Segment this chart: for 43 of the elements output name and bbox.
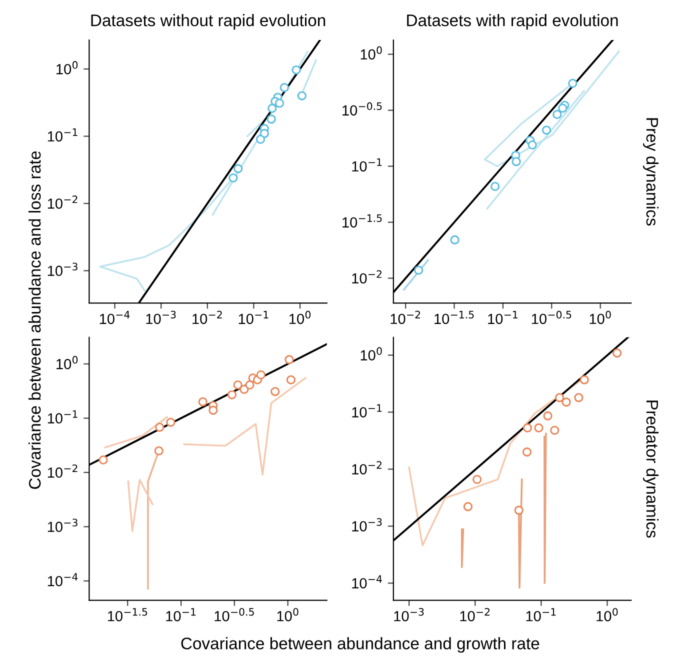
y-tick-label: 10$^{−1}$ [352,158,382,172]
x-tick-label: 10$^{−2}$ [460,608,490,622]
y-tick-label: 10$^{0}$ [360,347,382,360]
x-tick-label: 10$^{−0.5}$ [532,310,572,324]
x-tick-label: 10$^{0}$ [596,608,618,622]
y-tick-label: 10$^{−2}$ [352,270,382,284]
y-tick-label: 10$^{−2}$ [352,461,382,474]
x-tick-label: 10$^{−1.5}$ [434,310,474,324]
x-tick-label: 10$^{−1}$ [526,608,556,622]
y-tick-label: 10$^{0}$ [56,356,78,370]
x-tick-label: 10$^{0}$ [590,310,611,324]
x-tick-label: 10$^{−1}$ [166,608,196,622]
y-tick-label: 10$^{−0.5}$ [342,102,382,116]
chart-title: Datasets without rapid evolution [91,14,326,30]
x-tick-label: 10$^{−1}$ [488,310,518,324]
y-tick-label: 10$^{0}$ [56,61,78,74]
y-tick-label: 10$^{−2}$ [48,195,78,209]
x-tick-label: 10$^{−1}$ [238,310,268,324]
y-tick-label: 10$^{−3}$ [48,262,78,276]
y-tick-label: 10$^{−4}$ [352,575,382,588]
y-tick-label: 10$^{−2}$ [48,464,78,478]
x-tick-label: 10$^{0}$ [277,608,298,622]
y-tick-label: 10$^{−1.5}$ [342,214,382,228]
y-tick-label: 10$^{−4}$ [48,573,78,586]
y-tick-label: 10$^{0}$ [360,46,382,60]
x-tick-label: 10$^{−0.5}$ [214,608,254,622]
y-tick-label: 10$^{−1}$ [48,128,78,142]
x-tick-label: 10$^{−3}$ [394,608,424,622]
y-tick-label: 10$^{−3}$ [48,518,78,532]
x-tick-label: 10$^{−2}$ [390,310,420,324]
x-axis-title: Covariance between abundance and growth rate [181,637,540,653]
x-tick-label: 10$^{−3}$ [146,310,176,324]
y-tick-label: 10$^{−1}$ [48,410,78,424]
x-tick-label: 10$^{−4}$ [100,310,130,324]
y2-axis-title: Predator dynamics [643,400,659,538]
x-tick-label: 10$^{0}$ [289,310,311,324]
x-tick-label: 10$^{−1.5}$ [108,608,148,622]
y-axis-title: Covariance between abundance and loss rate [28,151,41,489]
y-tick-label: 10$^{−3}$ [352,518,382,532]
chart-title: Datasets with rapid evolution [407,14,618,30]
x-tick-label: 10$^{−2}$ [192,310,222,324]
y2-axis-title: Prey dynamics [643,118,659,226]
y-tick-label: 10$^{−1}$ [352,404,382,418]
